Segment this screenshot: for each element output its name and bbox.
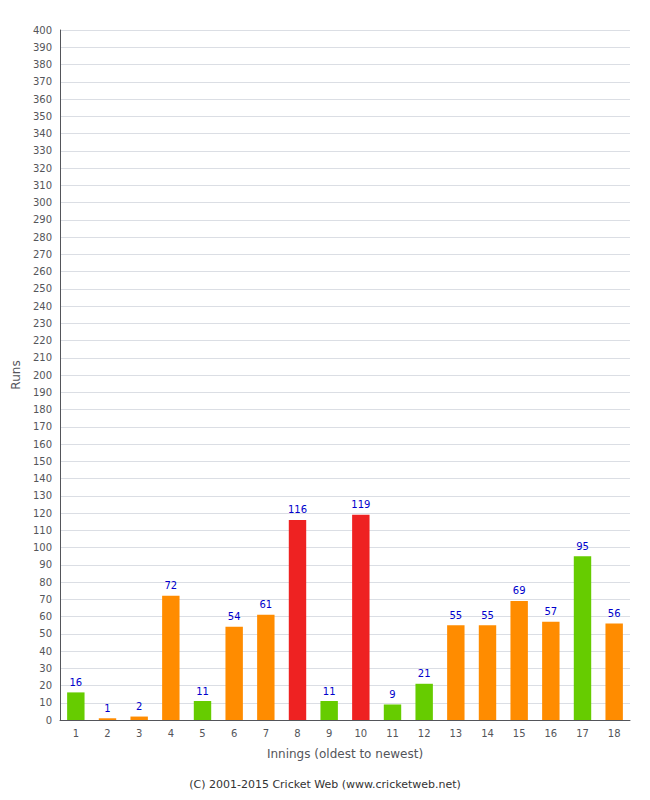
svg-text:69: 69 xyxy=(513,585,526,596)
svg-text:2: 2 xyxy=(104,728,110,739)
svg-text:61: 61 xyxy=(259,599,272,610)
svg-text:5: 5 xyxy=(199,728,205,739)
svg-text:119: 119 xyxy=(351,499,370,510)
svg-text:54: 54 xyxy=(228,611,241,622)
svg-text:11: 11 xyxy=(196,686,209,697)
svg-text:360: 360 xyxy=(33,94,52,105)
svg-text:9: 9 xyxy=(326,728,332,739)
svg-text:12: 12 xyxy=(418,728,431,739)
svg-text:210: 210 xyxy=(33,352,52,363)
svg-text:9: 9 xyxy=(389,689,395,700)
svg-text:130: 130 xyxy=(33,490,52,501)
svg-text:(C) 2001-2015 Cricket Web (www: (C) 2001-2015 Cricket Web (www.cricketwe… xyxy=(189,778,461,791)
svg-text:200: 200 xyxy=(33,370,52,381)
svg-text:Innings (oldest to newest): Innings (oldest to newest) xyxy=(267,747,423,761)
svg-text:15: 15 xyxy=(513,728,526,739)
svg-text:55: 55 xyxy=(481,610,494,621)
svg-text:13: 13 xyxy=(449,728,462,739)
svg-text:180: 180 xyxy=(33,404,52,415)
svg-text:270: 270 xyxy=(33,249,52,260)
svg-text:380: 380 xyxy=(33,59,52,70)
svg-text:40: 40 xyxy=(39,646,52,657)
svg-text:10: 10 xyxy=(354,728,367,739)
svg-text:330: 330 xyxy=(33,145,52,156)
svg-text:72: 72 xyxy=(164,580,177,591)
svg-text:57: 57 xyxy=(544,606,557,617)
svg-text:60: 60 xyxy=(39,611,52,622)
svg-text:20: 20 xyxy=(39,680,52,691)
svg-text:70: 70 xyxy=(39,594,52,605)
svg-text:340: 340 xyxy=(33,128,52,139)
svg-text:290: 290 xyxy=(33,214,52,225)
svg-text:2: 2 xyxy=(136,701,142,712)
svg-text:190: 190 xyxy=(33,387,52,398)
svg-text:30: 30 xyxy=(39,663,52,674)
svg-text:150: 150 xyxy=(33,456,52,467)
svg-text:6: 6 xyxy=(231,728,237,739)
svg-text:8: 8 xyxy=(294,728,300,739)
svg-text:1: 1 xyxy=(104,703,110,714)
svg-text:240: 240 xyxy=(33,301,52,312)
svg-text:56: 56 xyxy=(608,608,621,619)
svg-text:4: 4 xyxy=(168,728,174,739)
svg-text:300: 300 xyxy=(33,197,52,208)
svg-text:116: 116 xyxy=(288,504,307,515)
svg-text:17: 17 xyxy=(576,728,589,739)
svg-text:7: 7 xyxy=(263,728,269,739)
svg-text:260: 260 xyxy=(33,266,52,277)
svg-text:230: 230 xyxy=(33,318,52,329)
svg-text:Runs: Runs xyxy=(9,360,23,389)
svg-text:250: 250 xyxy=(33,283,52,294)
svg-text:3: 3 xyxy=(136,728,142,739)
svg-text:50: 50 xyxy=(39,628,52,639)
svg-text:350: 350 xyxy=(33,111,52,122)
svg-text:90: 90 xyxy=(39,559,52,570)
svg-text:320: 320 xyxy=(33,163,52,174)
svg-text:55: 55 xyxy=(449,610,462,621)
svg-text:11: 11 xyxy=(386,728,399,739)
svg-text:100: 100 xyxy=(33,542,52,553)
svg-text:16: 16 xyxy=(69,677,82,688)
svg-text:310: 310 xyxy=(33,180,52,191)
svg-text:220: 220 xyxy=(33,335,52,346)
svg-text:170: 170 xyxy=(33,421,52,432)
svg-text:10: 10 xyxy=(39,697,52,708)
svg-text:14: 14 xyxy=(481,728,494,739)
svg-text:370: 370 xyxy=(33,76,52,87)
svg-text:160: 160 xyxy=(33,439,52,450)
svg-text:18: 18 xyxy=(608,728,621,739)
svg-text:0: 0 xyxy=(46,715,52,726)
svg-text:140: 140 xyxy=(33,473,52,484)
svg-text:21: 21 xyxy=(418,668,431,679)
svg-text:95: 95 xyxy=(576,541,589,552)
svg-text:80: 80 xyxy=(39,577,52,588)
svg-text:11: 11 xyxy=(323,686,336,697)
svg-text:16: 16 xyxy=(544,728,557,739)
svg-text:1: 1 xyxy=(73,728,79,739)
svg-text:400: 400 xyxy=(33,25,52,36)
svg-text:120: 120 xyxy=(33,508,52,519)
svg-text:110: 110 xyxy=(33,525,52,536)
svg-text:280: 280 xyxy=(33,232,52,243)
svg-text:390: 390 xyxy=(33,42,52,53)
